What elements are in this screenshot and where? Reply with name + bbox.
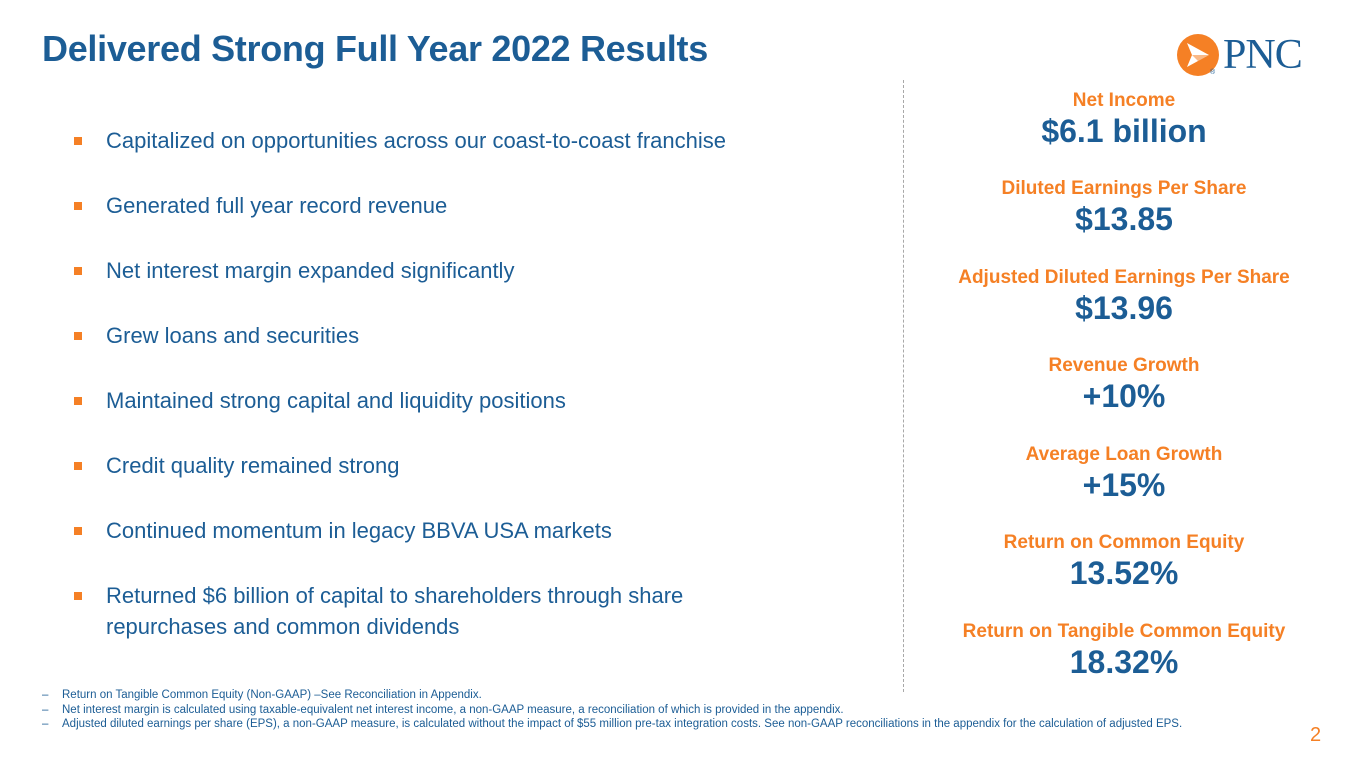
square-bullet-icon: [74, 462, 82, 470]
logo-text: PNC: [1223, 32, 1303, 78]
square-bullet-icon: [74, 202, 82, 210]
bullet-text: Grew loans and securities: [106, 323, 360, 348]
bullet-item: Generated full year record revenue: [72, 190, 812, 221]
bullet-text: Net interest margin expanded significant…: [106, 258, 515, 283]
footnote-text: Return on Tangible Common Equity (Non-GA…: [62, 689, 482, 701]
metric-diluted-eps: Diluted Earnings Per Share $13.85: [914, 178, 1334, 238]
square-bullet-icon: [74, 137, 82, 145]
metric-revenue-growth: Revenue Growth +10%: [914, 355, 1334, 415]
metric-average-loan-growth: Average Loan Growth +15%: [914, 444, 1334, 504]
metric-adjusted-diluted-eps: Adjusted Diluted Earnings Per Share $13.…: [914, 267, 1334, 327]
bullet-item: Net interest margin expanded significant…: [72, 255, 812, 286]
pnc-logo-icon: [1177, 34, 1219, 76]
metric-value: $13.96: [1075, 290, 1173, 326]
square-bullet-icon: [74, 592, 82, 600]
metric-label: Revenue Growth: [1048, 355, 1200, 376]
square-bullet-icon: [74, 332, 82, 340]
bullet-text: Continued momentum in legacy BBVA USA ma…: [106, 518, 612, 543]
bullet-item: Continued momentum in legacy BBVA USA ma…: [72, 515, 812, 546]
pnc-logo: PNC: [1176, 32, 1303, 78]
metric-value: $6.1 billion: [1041, 113, 1207, 149]
footnote-item: – Return on Tangible Common Equity (Non-…: [42, 688, 1292, 703]
bullet-text: Credit quality remained strong: [106, 453, 400, 478]
bullet-item: Maintained strong capital and liquidity …: [72, 385, 812, 416]
bullet-text: Maintained strong capital and liquidity …: [106, 388, 566, 413]
metric-label: Return on Common Equity: [1003, 532, 1245, 553]
square-bullet-icon: [74, 267, 82, 275]
footnote-item: – Adjusted diluted earnings per share (E…: [42, 717, 1292, 732]
metric-return-on-common-equity: Return on Common Equity 13.52%: [914, 532, 1334, 592]
bullet-text: Generated full year record revenue: [106, 193, 448, 218]
metric-value: 18.32%: [1069, 644, 1179, 680]
footnote-dash: –: [42, 703, 49, 716]
page-number: 2: [1310, 724, 1322, 746]
page-title: Delivered Strong Full Year 2022 Results: [42, 28, 708, 69]
metric-value: +10%: [1082, 378, 1166, 414]
metric-value: 13.52%: [1069, 555, 1179, 591]
metric-net-income: Net Income $6.1 billion: [914, 90, 1334, 150]
metric-label: Adjusted Diluted Earnings Per Share: [958, 267, 1290, 288]
bullet-text: Returned $6 billion of capital to shareh…: [106, 583, 684, 639]
registered-mark: ®: [1210, 69, 1216, 76]
footnote-text: Net interest margin is calculated using …: [62, 703, 844, 716]
footnotes: – Return on Tangible Common Equity (Non-…: [42, 688, 1292, 732]
metric-value: +15%: [1082, 467, 1166, 503]
square-bullet-icon: [74, 527, 82, 535]
metric-value: $13.85: [1075, 201, 1173, 237]
bullet-item: Credit quality remained strong: [72, 450, 812, 481]
footnote-text: Adjusted diluted earnings per share (EPS…: [62, 718, 1183, 730]
bullet-item: Grew loans and securities: [72, 320, 812, 351]
metric-label: Average Loan Growth: [1025, 444, 1223, 465]
footnote-dash: –: [42, 718, 49, 730]
bullet-item: Capitalized on opportunities across our …: [72, 125, 812, 156]
bullet-text: Capitalized on opportunities across our …: [106, 128, 726, 153]
column-divider: [903, 80, 904, 692]
square-bullet-icon: [74, 397, 82, 405]
footnote-item: – Net interest margin is calculated usin…: [42, 703, 1292, 718]
metric-label: Net Income: [1072, 90, 1176, 111]
metric-label: Diluted Earnings Per Share: [1001, 178, 1247, 199]
footnote-dash: –: [42, 689, 49, 701]
bullet-item: Returned $6 billion of capital to shareh…: [72, 580, 792, 642]
metric-return-on-tangible-common-equity: Return on Tangible Common Equity 18.32%: [914, 621, 1334, 681]
metric-label: Return on Tangible Common Equity: [962, 621, 1286, 642]
